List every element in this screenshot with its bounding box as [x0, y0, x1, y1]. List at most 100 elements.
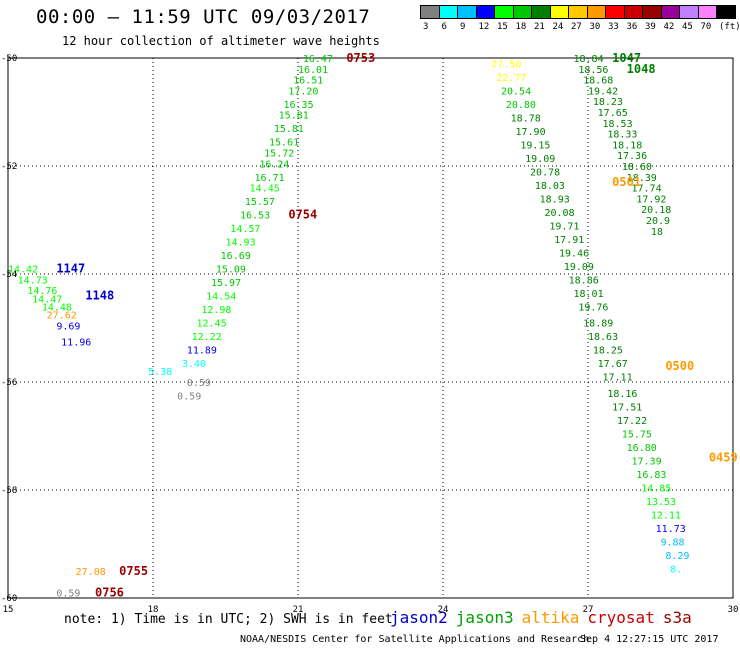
scale-label: 39 [645, 22, 656, 32]
wave-height-label: 20.18 [641, 205, 671, 216]
wave-height-label: 18.33 [607, 130, 637, 141]
wave-height-label: 17.20 [288, 86, 318, 97]
pass-time-label: 0754 [288, 208, 317, 222]
wave-height-label: 19.46 [559, 248, 589, 259]
pass-time-label: 1148 [85, 289, 114, 303]
wave-height-label: 17.90 [516, 127, 546, 138]
wave-height-label: 18.25 [593, 346, 623, 357]
y-tick-label: -58 [1, 486, 17, 496]
wave-height-label: 19.15 [520, 140, 550, 151]
wave-height-label: 14.48 [42, 302, 72, 313]
wave-height-label: 0.59 [187, 378, 211, 389]
y-tick-label: -54 [1, 270, 17, 280]
wave-height-label: 27.08 [76, 567, 106, 578]
wave-height-label: 9.88 [661, 537, 685, 548]
wave-height-label: 14.57 [230, 224, 260, 235]
pass-time-label: 0756 [95, 586, 124, 600]
scale-label: 27 [571, 22, 582, 32]
wave-height-label: 17.39 [632, 456, 662, 467]
wave-height-label: 14.93 [226, 238, 256, 249]
wave-height-label: 18.78 [511, 113, 541, 124]
wave-height-label: 19.76 [578, 302, 608, 313]
pass-time-label: 0755 [119, 564, 148, 578]
wave-height-label: 15.09 [216, 265, 246, 276]
wave-height-label: 15.97 [211, 278, 241, 289]
wave-height-label: 11.96 [61, 338, 91, 349]
scale-label: 30 [589, 22, 601, 32]
wave-height-label: 14.42 [8, 265, 38, 276]
wave-height-label: 12.11 [651, 510, 681, 521]
credit-text: NOAA/NESDIS Center for Satellite Applica… [240, 634, 590, 645]
x-tick-label: 18 [148, 605, 159, 615]
wave-height-label: 16.24 [259, 159, 289, 170]
x-tick-label: 15 [3, 605, 14, 615]
wave-height-label: 3.40 [182, 359, 206, 370]
wave-height-label: 8. [670, 564, 682, 575]
wave-height-label: 18 [651, 227, 663, 238]
scale-label: 33 [608, 22, 619, 32]
wave-height-label: 19.09 [525, 154, 555, 165]
x-tick-label: 30 [728, 605, 739, 615]
wave-height-label: 18.01 [574, 289, 604, 300]
wave-height-label: 17.36 [617, 151, 647, 162]
wave-height-label: 16.83 [636, 470, 666, 481]
wave-height-label: 18.23 [593, 97, 623, 108]
wave-height-label: 16.01 [298, 65, 328, 76]
wave-height-label: 17.67 [598, 359, 628, 370]
wave-height-label: 18.39 [627, 173, 657, 184]
wave-height-label: 14.45 [250, 184, 280, 195]
wave-height-label: 16.47 [303, 54, 333, 65]
pass-time-label: 1147 [56, 262, 85, 276]
wave-height-label: 22.77 [496, 73, 526, 84]
wave-height-label: 11.73 [656, 524, 686, 535]
wave-height-label: 11.89 [187, 346, 217, 357]
scale-label: 70 [700, 22, 712, 32]
scale-label: 36 [626, 22, 638, 32]
wave-height-label: 14.73 [18, 275, 48, 286]
wave-height-label: 17.51 [612, 402, 642, 413]
x-tick-label: 21 [293, 605, 304, 615]
wave-height-label: 16.35 [284, 100, 314, 111]
y-tick-label: -60 [1, 594, 17, 604]
wave-height-label: 27.50 [491, 59, 521, 70]
y-tick-label: -52 [1, 162, 17, 172]
wave-height-label: 19.42 [588, 86, 618, 97]
wave-height-label: 15.81 [274, 124, 304, 135]
wave-height-label: 20.80 [506, 100, 536, 111]
wave-height-label: 18.89 [583, 319, 613, 330]
legend-item-s3a: s3a [662, 608, 692, 627]
wave-height-label: 13.53 [646, 497, 676, 508]
wave-height-label: 19.71 [549, 221, 579, 232]
wave-height-label: 18.56 [578, 65, 608, 76]
pass-time-label: 0501 [612, 175, 641, 189]
wave-height-label: 18.84 [574, 54, 604, 65]
wave-height-label: 20.08 [545, 208, 575, 219]
wave-height-label: 15.81 [279, 111, 309, 122]
pass-time-label: 0500 [665, 359, 694, 373]
wave-height-label: 12.22 [192, 332, 222, 343]
wave-height-label: 18.60 [622, 162, 652, 173]
note-text: note: 1) Time is in UTC; 2) SWH is in fe… [64, 612, 393, 627]
plot-frame [7, 57, 734, 599]
wave-height-label: 18.18 [612, 140, 642, 151]
wave-height-label: 14.85 [641, 483, 671, 494]
wave-height-label: 19.09 [564, 262, 594, 273]
wave-height-label: 15.72 [264, 149, 294, 160]
timestamp-text: Sep 4 12:27:15 UTC 2017 [580, 634, 719, 645]
scale-label: 12 [478, 22, 490, 32]
pass-time-label: 0459 [709, 451, 738, 465]
legend-item-altika: altika [521, 608, 580, 627]
wave-height-label: 5.38 [148, 367, 172, 378]
wave-height-label: 18.63 [588, 332, 618, 343]
scale-label: (ft) [719, 22, 740, 32]
y-tick-label: -50 [1, 54, 17, 64]
wave-height-label: 17.11 [603, 373, 633, 384]
wave-height-label: 20.9 [646, 216, 670, 227]
wave-height-label: 15.57 [245, 197, 275, 208]
wave-height-label: 0.59 [177, 392, 201, 403]
legend-item-cryosat: cryosat [587, 608, 655, 627]
pass-time-label: 1048 [627, 62, 656, 76]
wave-height-label: 14.76 [27, 286, 57, 297]
pass-time-label: 0753 [346, 51, 375, 65]
